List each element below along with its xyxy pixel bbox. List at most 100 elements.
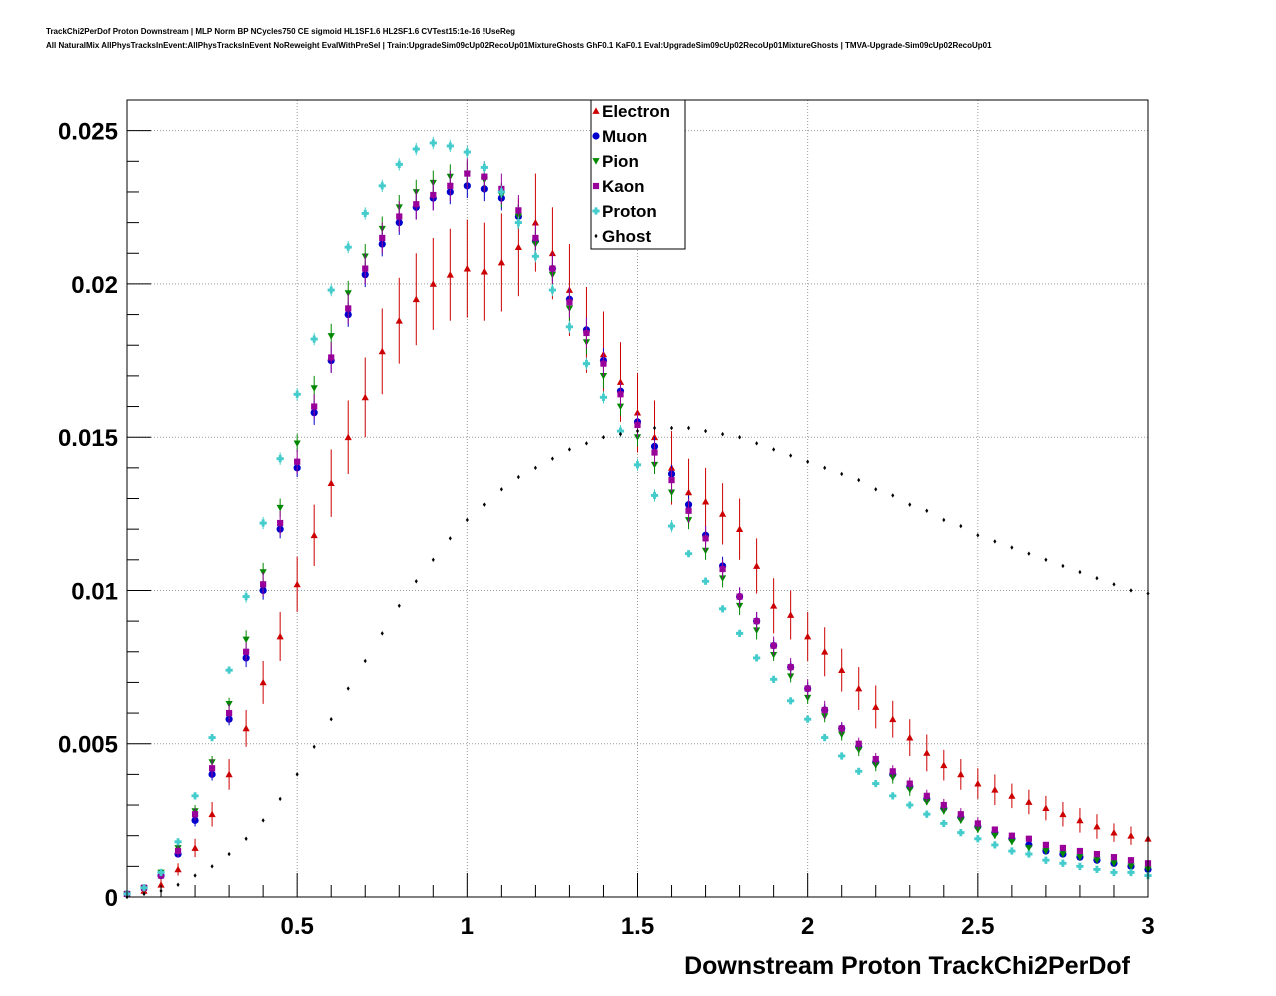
data-point	[1110, 854, 1118, 861]
axes: 0.5 1 1.5 2 2.5 3 0 0.005 0.01 0.015 0.02 0.025	[58, 119, 1155, 940]
data-point	[840, 471, 844, 477]
legend-marker-kaon	[592, 182, 600, 190]
data-point	[787, 611, 795, 618]
data-point	[753, 654, 761, 662]
legend-marker-muon	[592, 132, 600, 140]
data-point	[838, 731, 846, 739]
data-point	[974, 826, 982, 834]
data-point	[378, 347, 386, 355]
y-tick-label: 0.005	[58, 732, 118, 759]
data-point	[959, 523, 963, 529]
data-point	[242, 724, 250, 732]
data-point	[293, 440, 301, 447]
data-point	[701, 547, 710, 555]
data-point	[855, 684, 863, 692]
data-point	[1076, 816, 1084, 824]
data-point	[294, 458, 301, 465]
data-point	[567, 447, 571, 452]
data-point	[278, 796, 282, 802]
data-point	[327, 479, 335, 487]
data-point	[685, 507, 692, 514]
data-point	[889, 792, 897, 800]
data-point	[736, 629, 744, 637]
data-point	[616, 427, 625, 435]
data-point	[1008, 838, 1016, 846]
data-point	[991, 841, 999, 849]
data-point	[617, 391, 624, 398]
data-point	[379, 234, 386, 242]
data-point	[1127, 868, 1135, 877]
data-point	[328, 354, 335, 361]
data-point	[789, 453, 793, 458]
data-point	[667, 489, 676, 496]
data-point	[718, 575, 727, 582]
data-point	[1129, 588, 1133, 593]
data-point	[276, 504, 284, 512]
data-point	[242, 592, 250, 601]
data-point	[361, 209, 369, 218]
data-point	[1042, 856, 1050, 864]
data-point	[533, 465, 537, 471]
data-point	[721, 431, 725, 437]
data-point	[1059, 810, 1067, 818]
y-tick-label: 0.025	[58, 119, 118, 146]
data-point	[227, 851, 231, 857]
data-point	[1095, 576, 1099, 581]
data-point	[362, 265, 369, 272]
data-point	[1076, 854, 1084, 861]
data-point	[872, 779, 880, 788]
data-point	[923, 810, 931, 818]
data-point	[719, 565, 726, 573]
data-point	[738, 434, 742, 440]
data-point	[566, 299, 573, 306]
data-point	[311, 403, 318, 410]
data-point	[601, 434, 606, 440]
data-point	[1061, 563, 1065, 569]
data-point	[1127, 863, 1135, 870]
data-point	[497, 258, 505, 266]
data-point	[925, 508, 929, 513]
data-point	[701, 577, 710, 585]
data-point	[787, 697, 795, 705]
data-point	[1008, 832, 1015, 839]
data-point	[804, 694, 812, 702]
data-point	[329, 717, 333, 722]
data-point	[633, 434, 642, 441]
x-tick-label: 3	[1141, 913, 1154, 940]
data-point	[140, 884, 148, 892]
data-point	[480, 268, 488, 275]
data-point	[872, 762, 880, 769]
legend-label-muon: Muon	[602, 127, 647, 146]
x-tick-label: 2	[801, 913, 814, 940]
data-point	[906, 780, 913, 787]
data-point	[957, 817, 965, 824]
x-axis-title: Downstream Proton TrackChi2PerDof	[684, 952, 1131, 980]
data-point	[806, 459, 810, 464]
data-point	[669, 425, 674, 431]
data-point	[821, 706, 828, 714]
data-point	[378, 182, 386, 190]
data-point	[514, 243, 522, 251]
data-point	[1059, 859, 1067, 867]
data-point	[1076, 862, 1084, 870]
data-point	[191, 792, 199, 800]
data-point	[1042, 804, 1050, 811]
data-point	[465, 517, 469, 523]
data-point	[1025, 850, 1033, 858]
data-point	[531, 252, 539, 260]
data-point	[991, 786, 999, 793]
data-point	[312, 744, 316, 749]
data-point	[772, 447, 776, 452]
data-point	[1078, 569, 1082, 575]
data-point	[753, 627, 761, 634]
data-point	[260, 581, 267, 588]
data-point	[991, 826, 998, 833]
legend-marker-electron	[592, 107, 600, 114]
data-point	[276, 455, 284, 463]
data-point	[582, 360, 591, 368]
data-point	[838, 725, 845, 732]
data-point	[583, 329, 590, 337]
data-point	[412, 295, 420, 303]
data-point	[584, 441, 588, 446]
